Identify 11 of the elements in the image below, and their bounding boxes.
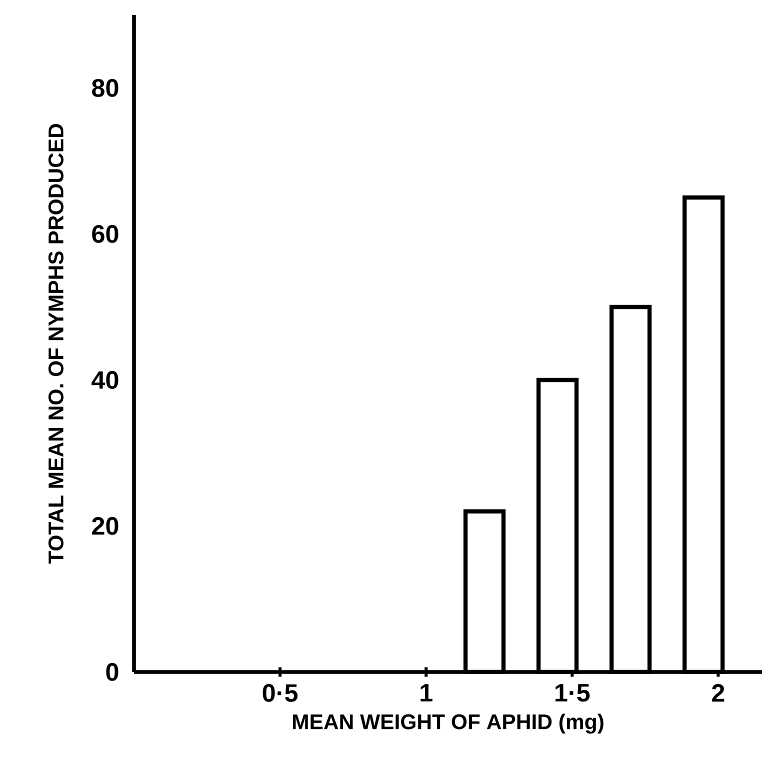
y-tick-label: 80	[92, 79, 118, 97]
x-tick-label: 1	[420, 684, 432, 702]
x-tick-label: 1·5	[555, 684, 590, 702]
y-tick-label: 60	[92, 225, 118, 243]
y-tick-label: 40	[92, 371, 118, 389]
x-axis-title: MEAN WEIGHT OF APHID (mg)	[292, 714, 604, 734]
y-tick-label: 0	[106, 663, 118, 681]
y-tick-label: 20	[92, 517, 118, 535]
x-tick-label: 0·5	[262, 684, 298, 702]
x-tick-label: 2	[712, 684, 724, 702]
y-axis-title: TOTAL MEAN NO. OF NYMPHS PRODUCED	[48, 124, 64, 564]
